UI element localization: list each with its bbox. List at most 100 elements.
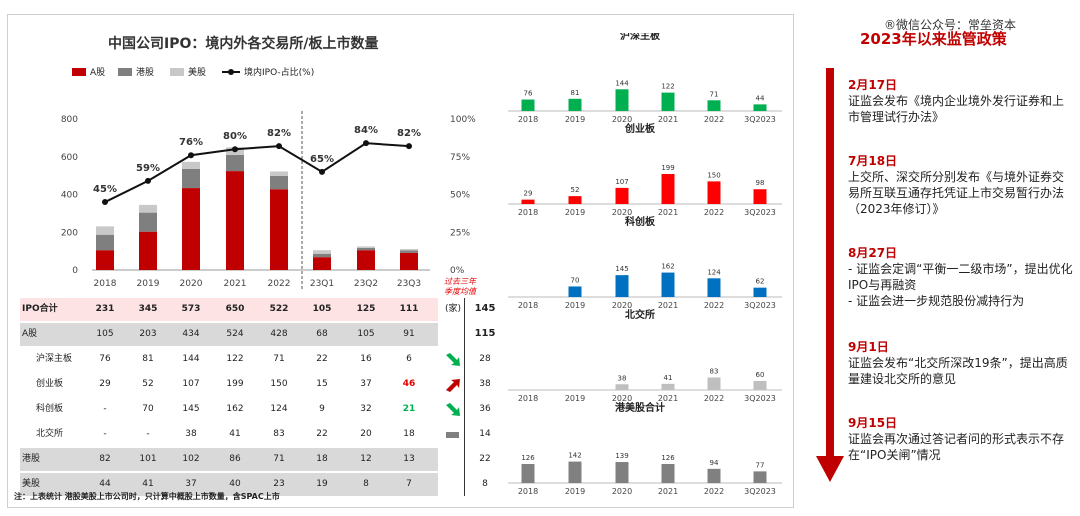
avg-divider bbox=[464, 298, 465, 496]
x-tick-label: 2018 bbox=[94, 279, 117, 289]
bar-us bbox=[357, 246, 375, 248]
share-point bbox=[319, 168, 325, 175]
row-cell: 12 bbox=[360, 454, 372, 464]
board-title: 港美股合计 bbox=[615, 401, 665, 414]
avg-value: 36 bbox=[479, 404, 491, 414]
row-cell: 203 bbox=[139, 329, 157, 339]
board-value-label: 81 bbox=[571, 89, 580, 97]
board-x-tick: 2021 bbox=[658, 394, 678, 403]
policy-text-5: 证监会再次通过答记者问的形式表示不存在“IPO关闸”情况 bbox=[848, 432, 1065, 462]
board-x-tick: 2018 bbox=[518, 301, 538, 310]
policy-text-3: - 证监会定调“平衡一二级市场”，提出优化IPO与再融资 - 证监会进一步规范股… bbox=[848, 262, 1073, 308]
row-cell: 105 bbox=[357, 329, 375, 339]
board-bar bbox=[521, 464, 535, 483]
legend-swatch-us bbox=[170, 68, 184, 76]
board-x-tick: 2019 bbox=[565, 208, 585, 217]
board-bar bbox=[661, 464, 675, 483]
x-tick-label: 23Q3 bbox=[397, 279, 421, 289]
row-cell: 144 bbox=[182, 354, 200, 364]
trend-down-icon bbox=[446, 353, 460, 366]
share-label: 80% bbox=[223, 131, 247, 142]
share-point bbox=[363, 140, 369, 147]
y-left-tick: 0 bbox=[72, 266, 78, 276]
row-cell: - bbox=[146, 429, 150, 439]
row-cell: 91 bbox=[403, 329, 415, 339]
board-value-label: 145 bbox=[615, 265, 628, 273]
table-row: 港股 82 101 102 86 71 18 12 13 bbox=[20, 448, 438, 471]
board-bar bbox=[568, 196, 582, 204]
row-cell: 428 bbox=[270, 329, 288, 339]
board-title: 沪深主板 bbox=[620, 33, 661, 42]
table-row: 科创板 - 70 145 162 124 9 32 21 bbox=[20, 398, 438, 421]
board-value-label: 62 bbox=[756, 278, 765, 286]
row-cell: 105 bbox=[312, 304, 332, 314]
share-label: 84% bbox=[354, 125, 378, 136]
board-value-label: 107 bbox=[615, 178, 628, 186]
row-label: 北交所 bbox=[36, 429, 64, 439]
policy-text-2: 上交所、深交所分别发布《与境外证券交易所互联互通存托凭证上市交易暂行办法（202… bbox=[848, 170, 1065, 216]
row-cell: 20 bbox=[360, 429, 372, 439]
left-chart-title: 中国公司IPO：境内外各交易所/板上市数量 bbox=[108, 36, 379, 52]
board-bar bbox=[707, 278, 721, 297]
table-row: A股 105 203 434 524 428 68 105 91 bbox=[20, 323, 438, 346]
row-cell: 650 bbox=[225, 304, 245, 314]
row-label: 科创板 bbox=[36, 404, 64, 414]
board-charts: 沪深主板 76 2018 81 2019 144 2020 122 2021 71 2022 44 3Q… bbox=[508, 33, 782, 496]
row-cell: 15 bbox=[316, 379, 328, 389]
row-cell: 231 bbox=[95, 304, 115, 314]
bar-hk bbox=[357, 247, 375, 251]
share-label: 82% bbox=[397, 128, 421, 139]
legend-line-dot bbox=[228, 69, 234, 75]
row-cell: 22 bbox=[316, 429, 328, 439]
bar-us bbox=[313, 250, 331, 254]
row-cell: 524 bbox=[226, 329, 244, 339]
row-cell: 71 bbox=[273, 354, 285, 364]
board-title: 科创板 bbox=[625, 215, 656, 228]
row-cell: 434 bbox=[182, 329, 200, 339]
row-cell: 18 bbox=[316, 454, 328, 464]
trend-up-arrow bbox=[446, 379, 460, 392]
row-cell: 522 bbox=[269, 304, 289, 314]
row-cell: 76 bbox=[99, 354, 111, 364]
board-value-label: 150 bbox=[707, 171, 720, 179]
bar-hk bbox=[182, 168, 200, 189]
row-cell: 19 bbox=[316, 479, 328, 489]
board-x-tick: 2022 bbox=[704, 487, 724, 496]
y-right-tick: 25% bbox=[450, 228, 470, 238]
board-bar bbox=[753, 287, 767, 297]
row-cell: 7 bbox=[406, 479, 412, 489]
row-cell: 107 bbox=[182, 379, 200, 389]
row-cell: 37 bbox=[185, 479, 197, 489]
avg-value: 145 bbox=[474, 303, 496, 314]
policy-text-1: 证监会发布《境内企业境外发行证券和上市管理试行办法》 bbox=[848, 94, 1065, 124]
row-cell: 8 bbox=[363, 479, 369, 489]
bar-a bbox=[96, 250, 114, 270]
x-tick-label: 23Q1 bbox=[310, 279, 334, 289]
board-value-label: 77 bbox=[756, 461, 765, 469]
row-cell: 86 bbox=[229, 454, 241, 464]
trend-down-icon bbox=[446, 403, 460, 416]
share-label: 82% bbox=[267, 128, 291, 139]
share-label: 45% bbox=[93, 184, 117, 195]
row-cell: 124 bbox=[270, 404, 288, 414]
bar-a bbox=[226, 171, 244, 270]
board-x-tick: 2018 bbox=[518, 487, 538, 496]
policy-text-4: 证监会发布“北交所深改19条”，提出高质量建设北交所的意见 bbox=[848, 356, 1068, 386]
share-point bbox=[276, 143, 282, 150]
row-cell: 105 bbox=[96, 329, 114, 339]
board-x-tick: 2019 bbox=[565, 115, 585, 124]
row-cell: 9 bbox=[319, 404, 325, 414]
table-row: 沪深主板 76 81 144 122 71 22 16 6 bbox=[20, 348, 438, 371]
bar-a bbox=[182, 188, 200, 270]
table-row: IPO合计 231 345 573 650 522 105 125 111 bbox=[20, 298, 438, 321]
board-value-label: 70 bbox=[571, 276, 580, 284]
row-cell: 46 bbox=[402, 379, 416, 389]
row-cell: 125 bbox=[356, 304, 376, 314]
bar-a bbox=[270, 189, 288, 270]
row-cell: 81 bbox=[142, 354, 154, 364]
board-value-label: 126 bbox=[661, 454, 675, 462]
board-value-label: 142 bbox=[568, 452, 581, 460]
board-x-tick: 2019 bbox=[565, 487, 585, 496]
board-value-label: 144 bbox=[615, 79, 629, 87]
legend-swatch-a bbox=[72, 68, 86, 76]
